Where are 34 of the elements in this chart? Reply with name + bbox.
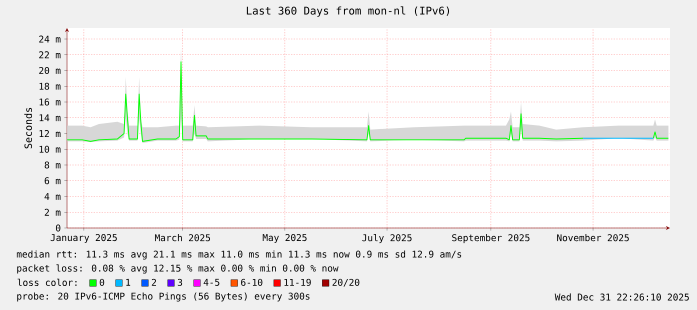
y-tick-label: 24 m: [39, 36, 61, 42]
legend-label: 0: [100, 278, 104, 286]
legend-label: 3: [178, 278, 182, 286]
x-tick-label: March 2025: [154, 234, 210, 242]
y-tick-label: 12 m: [40, 130, 61, 137]
legend-title: loss color:: [18, 278, 76, 286]
x-tick-label: November 2025: [557, 234, 629, 242]
legend-label: 2: [152, 278, 156, 286]
y-tick-label: 4 m: [44, 193, 61, 200]
x-tick-label: July 2025: [362, 234, 412, 244]
y-tick-label: 16 m: [40, 98, 61, 106]
text: probe: 20 IPv6-ICMP Echo Pings (56 Bytes) every 300s: [17, 292, 310, 302]
legend-label: 1: [126, 278, 130, 286]
legend-label: 6-10: [241, 278, 262, 286]
text: median rtt: 11.3 ms avg 21.1 ms max 11.0 ms min 11.3 ms now 0.9 ms sd 12.9 am/s: [16, 250, 462, 260]
y-tick-label: 0: [56, 224, 60, 232]
legend-label: 4-5: [204, 278, 220, 286]
x-tick-label: January 2025: [50, 234, 117, 243]
y-tick-label: 8 m: [44, 161, 61, 169]
text: Wed Dec 31 22:26:10 2025: [554, 293, 689, 301]
y-tick-label: 20 m: [39, 66, 61, 74]
y-tick-label: 6 m: [44, 177, 61, 184]
y-tick-label: 2 m: [44, 208, 61, 216]
chart-title: Last 360 Days from mon-nl (IPv6): [246, 6, 450, 17]
legend-label: 20/20: [332, 278, 360, 287]
y-tick-label: 22 m: [39, 51, 61, 58]
y-tick-label: 14 m: [40, 114, 61, 122]
x-tick-label: September 2025: [452, 234, 530, 244]
y-axis-title: Seconds: [24, 108, 32, 148]
text: packet loss: 0.08 % avg 12.15 % max 0.00 % min 0.00 % now: [17, 264, 339, 274]
x-tick-label: May 2025: [262, 234, 307, 243]
y-tick-label: 18 m: [40, 82, 61, 90]
y-tick-label: 10 m: [40, 146, 61, 153]
legend-label: 11-19: [284, 278, 311, 286]
